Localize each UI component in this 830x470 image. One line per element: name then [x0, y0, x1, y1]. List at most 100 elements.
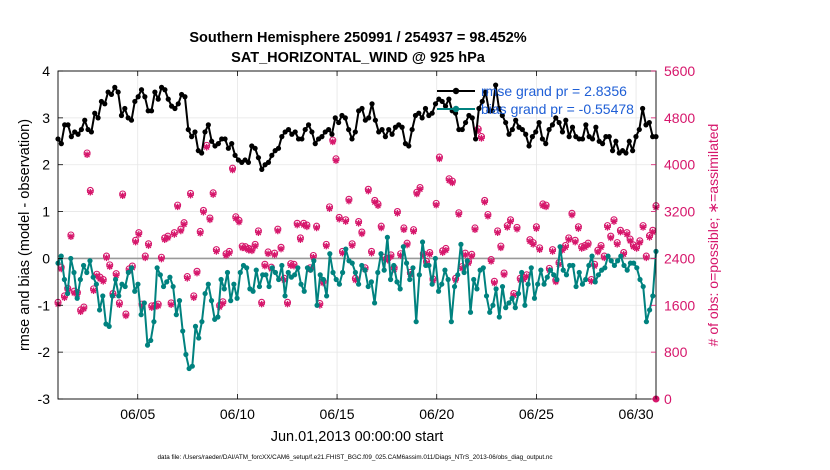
obs-assimilated-point: [617, 228, 624, 236]
bias-point: [116, 293, 122, 299]
rmse-point: [155, 96, 161, 102]
obs-assimilated-point: [568, 211, 576, 219]
rmse-point: [148, 108, 155, 114]
obs-assimilated-point: [70, 289, 78, 297]
obs-assimilated-point: [242, 245, 249, 252]
bias-point: [573, 283, 579, 290]
bias-point: [467, 309, 474, 315]
bias-point: [563, 272, 570, 278]
rmse-point: [222, 136, 228, 142]
obs-assimilated-point: [310, 253, 317, 261]
rmse-point: [359, 105, 365, 112]
obs-assimilated-point: [384, 256, 392, 264]
y-left-tick-label: 4: [42, 63, 50, 79]
rmse-point: [88, 129, 95, 135]
bias-point: [551, 272, 557, 278]
rmse-point: [82, 117, 88, 123]
bias-point: [442, 267, 448, 273]
bias-point: [522, 302, 528, 308]
obs-assimilated-point: [264, 250, 272, 258]
obs-assimilated-point: [93, 272, 101, 280]
rmse-point: [529, 134, 535, 140]
rmse-point: [182, 94, 188, 100]
obs-assimilated-point: [206, 216, 214, 224]
rmse-point: [252, 145, 258, 151]
rmse-point: [556, 119, 562, 126]
bias-point: [349, 260, 355, 266]
obs-assimilated-point: [203, 143, 210, 151]
obs-assimilated-point: [219, 300, 227, 307]
obs-assimilated-point: [122, 312, 130, 320]
y-axis-left-label: rmse and bias (model - observation): [17, 119, 33, 351]
obs-assimilated-point: [484, 212, 492, 220]
rmse-point: [569, 124, 576, 130]
y-right-tick-label: 5600: [664, 63, 695, 79]
obs-assimilated-point: [507, 218, 514, 225]
rmse-point: [489, 108, 495, 114]
rmse-point: [349, 136, 355, 142]
bias-point: [320, 276, 327, 283]
rmse-point: [118, 112, 125, 119]
obs-assimilated-point: [371, 198, 379, 206]
bias-point: [234, 295, 240, 301]
bias-point: [365, 283, 371, 290]
obs-assimilated-point: [591, 262, 598, 270]
rmse-point: [623, 150, 629, 156]
bias-point: [279, 262, 285, 269]
obs-assimilated-point: [500, 271, 508, 279]
obs-assimilated-point: [397, 252, 404, 259]
bias-point: [199, 319, 205, 325]
bias-point: [87, 258, 93, 264]
rmse-point: [92, 110, 98, 116]
obs-assimilated-point: [342, 218, 349, 225]
obs-assimilated-point: [626, 237, 634, 245]
bias-point: [231, 281, 237, 287]
bias-point: [218, 276, 224, 283]
rmse-point: [269, 152, 275, 158]
obs-assimilated-point: [481, 198, 488, 206]
obs-assimilated-point: [445, 177, 453, 184]
rmse-point: [536, 119, 542, 126]
bias-point: [151, 319, 157, 325]
obs-assimilated-point: [520, 276, 527, 283]
obs-assimilated-point: [581, 244, 589, 251]
bias-point: [167, 274, 173, 280]
rmse-point: [162, 87, 168, 93]
rmse-point: [245, 159, 252, 165]
bias-point: [301, 288, 307, 294]
obs-assimilated-point: [633, 245, 640, 252]
bias-point: [141, 300, 147, 306]
y-axis-right-ticks: 0 800 1600 2400 3200 4000 4800 5600: [651, 63, 695, 407]
obs-assimilated-point: [571, 238, 579, 246]
bias-point: [333, 276, 339, 283]
rmse-point: [299, 136, 305, 142]
bias-point: [576, 269, 582, 276]
y-axis-left-ticks: -3 -2 -1 0 1 2 3 4: [38, 63, 63, 407]
bias-point: [490, 302, 496, 308]
y-right-tick-label: 4800: [664, 110, 695, 126]
obs-assimilated-point: [455, 211, 463, 218]
obs-assimilated-point: [426, 251, 434, 258]
rmse-point: [232, 152, 238, 158]
bias-point: [624, 267, 630, 273]
rmse-point: [513, 117, 519, 123]
rmse-point: [192, 129, 198, 135]
rmse-point: [292, 129, 298, 135]
bias-point: [429, 281, 435, 287]
rmse-point: [409, 126, 415, 133]
obs-assimilated-point: [442, 246, 450, 254]
y-left-tick-label: 0: [42, 250, 50, 266]
obs-assimilated-point: [497, 244, 505, 252]
rmse-point: [479, 98, 485, 105]
obs-assimilated-point: [643, 254, 650, 262]
rmse-point: [102, 101, 108, 107]
bias-point: [570, 262, 576, 269]
obs-assimilated-point: [67, 233, 75, 241]
rmse-point: [462, 119, 469, 126]
bias-point: [474, 286, 480, 292]
y-left-tick-label: 2: [42, 157, 50, 173]
bias-point: [74, 295, 80, 301]
rmse-point: [142, 94, 148, 100]
obs-assimilated-point: [436, 155, 443, 163]
obs-assimilated-point: [193, 269, 201, 277]
